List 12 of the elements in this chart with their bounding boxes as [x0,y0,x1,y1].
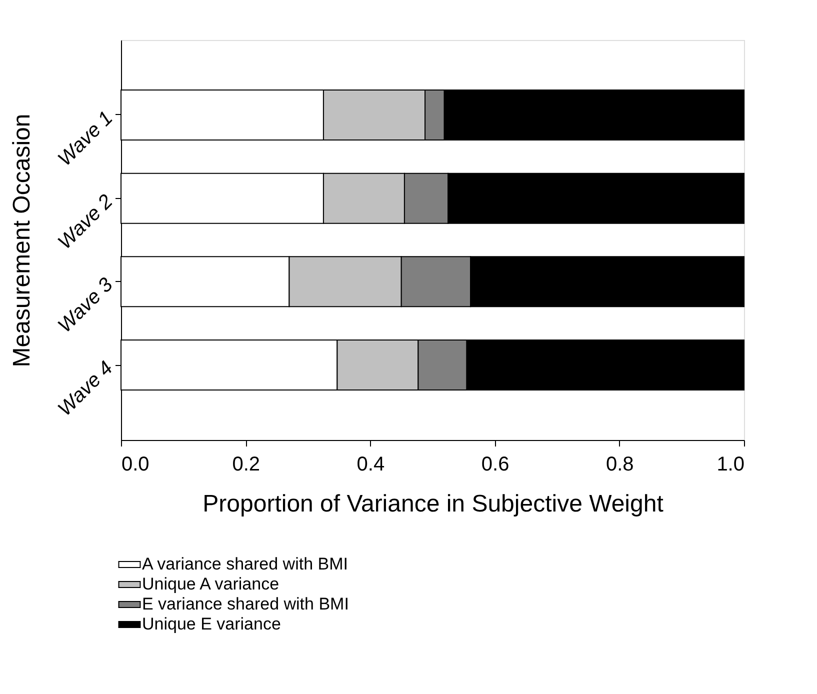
legend-label: Unique A variance [142,574,280,594]
y-axis-title: Measurement Occasion [8,114,36,368]
x-tick-label: 0.2 [232,454,260,476]
x-tick-label: 1.0 [716,454,744,476]
legend-label: Unique E variance [142,614,281,634]
x-tick-label: 0.6 [481,454,510,476]
legend-label: E variance shared with BMI [142,594,349,614]
x-tick-label: 0.4 [356,454,385,476]
x-axis-title: Proportion of Variance in Subjective Weight [202,490,664,518]
legend-label: A variance shared with BMI [142,554,348,574]
x-tick-label: 0.8 [606,454,634,476]
x-tick-label: 0.0 [122,454,150,476]
